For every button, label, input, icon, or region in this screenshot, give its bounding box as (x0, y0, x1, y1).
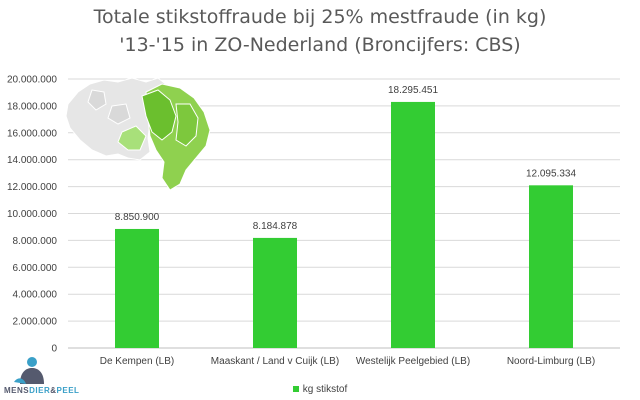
y-tick-label: 14.000.000 (7, 155, 57, 166)
bar (115, 228, 159, 348)
logo-text-dier: DIER (29, 386, 51, 395)
bar (529, 185, 573, 348)
data-label: 8.184.878 (253, 221, 298, 232)
logo-text-amp: & (50, 386, 57, 395)
y-tick-label: 8.000.000 (13, 236, 58, 247)
logo-text-mens: MENS (4, 386, 30, 395)
axis-layer: 0 2.000.000 4.000.000 6.000.000 8.000.000 10.… (7, 75, 620, 355)
data-label: 8.850.900 (115, 212, 160, 223)
bars-layer (115, 101, 573, 349)
chart-subtitle: '13-'15 in ZO-Nederland (Broncijfers: CB… (119, 34, 521, 56)
y-tick-label: 6.000.000 (13, 263, 58, 274)
legend: kg stikstof (0, 384, 640, 395)
labels-layer: 8.850.900 De Kempen (LB) 8.184.878 Maaskant… (100, 85, 595, 367)
y-tick-label: 16.000.000 (7, 128, 57, 139)
x-tick-label: Maaskant / Land v Cuijk (LB) (211, 356, 339, 367)
logo-figure-icon (14, 357, 44, 384)
x-tick-label: Westelijk Peelgebied (LB) (356, 356, 470, 367)
region-map-illustration (65, 77, 211, 191)
legend-swatch (292, 386, 299, 393)
y-tick-label: 4.000.000 (13, 290, 58, 301)
logo-text-peel: PEEL (56, 386, 80, 395)
bar (391, 101, 435, 349)
logo-text: MENSDIER&PEEL (4, 386, 79, 395)
logo: MENSDIER&PEEL (4, 354, 124, 400)
y-tick-label: 18.000.000 (7, 101, 57, 112)
y-tick-label: 10.000.000 (7, 209, 57, 220)
y-tick-label: 12.000.000 (7, 182, 57, 193)
bar (253, 237, 297, 348)
data-label: 12.095.334 (526, 168, 576, 179)
x-tick-label: Noord-Limburg (LB) (507, 356, 595, 367)
legend-label: kg stikstof (302, 384, 348, 395)
x-tick-label: De Kempen (LB) (100, 356, 174, 367)
y-tick-label: 2.000.000 (13, 317, 58, 328)
y-tick-label: 20.000.000 (7, 75, 57, 86)
y-tick-label: 0 (51, 344, 57, 355)
data-label: 18.295.451 (388, 85, 438, 96)
chart-title: Totale stikstoffraude bij 25% mestfraude… (93, 6, 547, 28)
